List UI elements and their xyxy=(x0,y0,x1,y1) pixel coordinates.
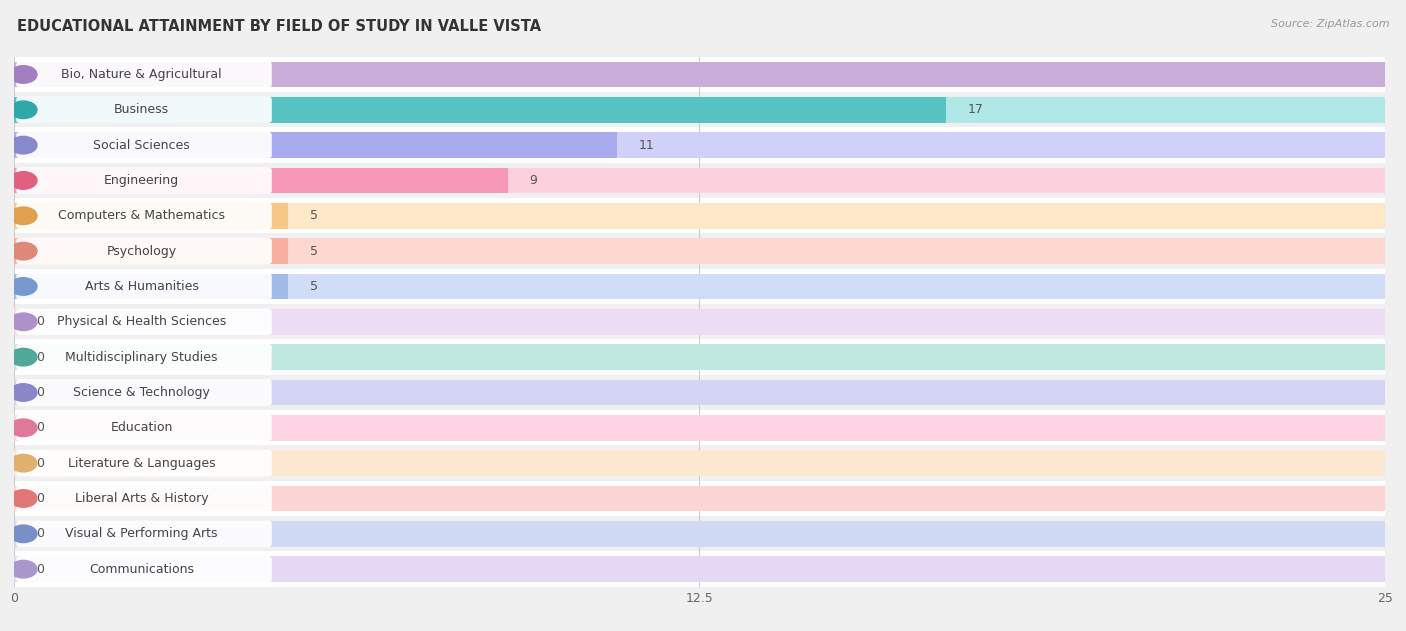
Bar xyxy=(14,239,1385,264)
Text: 9: 9 xyxy=(530,174,537,187)
Bar xyxy=(14,92,1385,127)
Bar xyxy=(14,97,1385,122)
Bar xyxy=(14,445,1385,481)
Text: 0: 0 xyxy=(37,492,44,505)
Bar xyxy=(14,133,617,158)
Text: Visual & Performing Arts: Visual & Performing Arts xyxy=(65,528,218,540)
FancyBboxPatch shape xyxy=(17,521,271,547)
Text: Multidisciplinary Studies: Multidisciplinary Studies xyxy=(65,351,218,363)
Bar xyxy=(14,133,1385,158)
Bar xyxy=(14,451,1385,476)
Circle shape xyxy=(10,313,37,331)
FancyBboxPatch shape xyxy=(17,167,271,194)
Text: 11: 11 xyxy=(640,139,655,151)
Circle shape xyxy=(10,172,37,189)
Circle shape xyxy=(10,66,37,83)
Bar xyxy=(14,345,1385,370)
Text: 0: 0 xyxy=(37,563,44,575)
Bar xyxy=(14,203,1385,228)
Text: Education: Education xyxy=(110,422,173,434)
Circle shape xyxy=(10,242,37,260)
Circle shape xyxy=(10,207,37,225)
Bar xyxy=(14,375,1385,410)
Bar xyxy=(14,269,1385,304)
Text: Psychology: Psychology xyxy=(107,245,177,257)
Bar xyxy=(14,339,1385,375)
FancyBboxPatch shape xyxy=(17,97,271,123)
Bar xyxy=(14,521,1385,546)
Bar xyxy=(14,62,1385,87)
Circle shape xyxy=(10,525,37,543)
FancyBboxPatch shape xyxy=(17,379,271,406)
Text: Business: Business xyxy=(114,103,169,116)
Text: Computers & Mathematics: Computers & Mathematics xyxy=(58,209,225,222)
Text: EDUCATIONAL ATTAINMENT BY FIELD OF STUDY IN VALLE VISTA: EDUCATIONAL ATTAINMENT BY FIELD OF STUDY… xyxy=(17,19,541,34)
FancyBboxPatch shape xyxy=(17,309,271,335)
Circle shape xyxy=(10,278,37,295)
Bar xyxy=(14,481,1385,516)
Circle shape xyxy=(10,136,37,154)
Bar xyxy=(14,274,1385,299)
Text: Liberal Arts & History: Liberal Arts & History xyxy=(75,492,208,505)
Bar xyxy=(14,380,1385,405)
Text: 0: 0 xyxy=(37,528,44,540)
Text: 0: 0 xyxy=(37,351,44,363)
Text: Science & Technology: Science & Technology xyxy=(73,386,209,399)
Circle shape xyxy=(10,560,37,578)
Bar xyxy=(14,168,508,193)
Text: Source: ZipAtlas.com: Source: ZipAtlas.com xyxy=(1271,19,1389,29)
Text: Social Sciences: Social Sciences xyxy=(93,139,190,151)
Text: 17: 17 xyxy=(969,103,984,116)
Text: 0: 0 xyxy=(37,386,44,399)
Circle shape xyxy=(10,348,37,366)
Text: 5: 5 xyxy=(311,245,318,257)
Bar xyxy=(14,304,1385,339)
Bar xyxy=(14,163,1385,198)
Circle shape xyxy=(10,490,37,507)
Bar xyxy=(14,168,1385,193)
Bar xyxy=(14,239,288,264)
FancyBboxPatch shape xyxy=(17,203,271,229)
Text: 5: 5 xyxy=(311,280,318,293)
Circle shape xyxy=(10,101,37,119)
Circle shape xyxy=(10,384,37,401)
Bar xyxy=(14,233,1385,269)
Bar xyxy=(14,309,1385,334)
FancyBboxPatch shape xyxy=(17,132,271,158)
Circle shape xyxy=(10,454,37,472)
FancyBboxPatch shape xyxy=(17,556,271,582)
FancyBboxPatch shape xyxy=(17,344,271,370)
Text: Bio, Nature & Agricultural: Bio, Nature & Agricultural xyxy=(62,68,222,81)
Bar xyxy=(14,97,946,122)
Bar xyxy=(14,486,1385,511)
Text: Arts & Humanities: Arts & Humanities xyxy=(84,280,198,293)
FancyBboxPatch shape xyxy=(17,61,271,88)
Text: 0: 0 xyxy=(37,422,44,434)
Bar xyxy=(14,62,1385,87)
Bar xyxy=(14,198,1385,233)
FancyBboxPatch shape xyxy=(17,415,271,441)
Text: Literature & Languages: Literature & Languages xyxy=(67,457,215,469)
Circle shape xyxy=(10,419,37,437)
Text: 0: 0 xyxy=(37,457,44,469)
Bar xyxy=(14,274,288,299)
Bar xyxy=(14,203,288,228)
Text: 0: 0 xyxy=(37,316,44,328)
FancyBboxPatch shape xyxy=(17,450,271,476)
Bar xyxy=(14,57,1385,92)
Bar xyxy=(14,557,1385,582)
Bar xyxy=(14,516,1385,551)
Bar xyxy=(14,551,1385,587)
Bar xyxy=(14,127,1385,163)
Text: Communications: Communications xyxy=(89,563,194,575)
FancyBboxPatch shape xyxy=(17,485,271,512)
FancyBboxPatch shape xyxy=(17,238,271,264)
FancyBboxPatch shape xyxy=(17,273,271,300)
Text: 5: 5 xyxy=(311,209,318,222)
Text: Engineering: Engineering xyxy=(104,174,179,187)
Bar xyxy=(14,410,1385,445)
Bar xyxy=(14,415,1385,440)
Text: Physical & Health Sciences: Physical & Health Sciences xyxy=(56,316,226,328)
